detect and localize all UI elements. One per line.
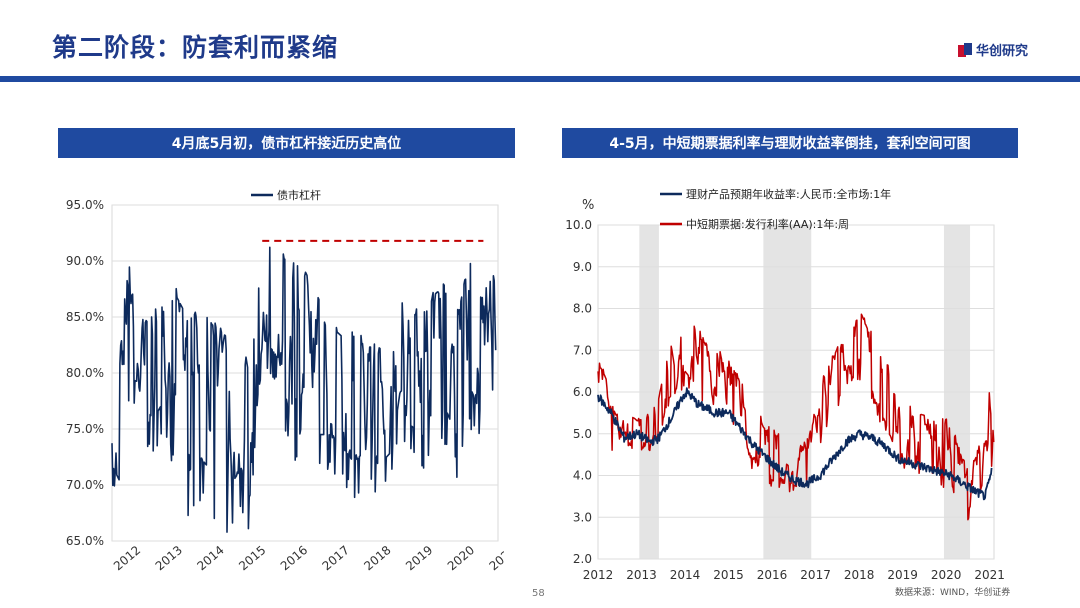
series-line-leverage — [111, 246, 497, 533]
x-tick-label: 2017 — [800, 568, 831, 582]
leverage-chart: 95.0% 90.0% 85.0% 80.0% 75.0% 70.0% 65.0% 2012 2… — [66, 188, 504, 573]
x-tick-label: 2012 — [111, 543, 143, 573]
left-chart-banner: 4月底5月初，债市杠杆接近历史高位 — [58, 128, 515, 158]
series-line-mtn-rate — [597, 313, 995, 521]
x-tick-label: 2015 — [236, 543, 268, 573]
x-tick-label: 2018 — [844, 568, 875, 582]
y-tick-label: 75.0% — [66, 422, 104, 436]
y-tick-label: 5.0 — [573, 427, 592, 441]
x-tick-label: 2012 — [583, 568, 614, 582]
x-tick-label: 2014 — [194, 543, 226, 573]
x-tick-label: 2014 — [670, 568, 701, 582]
y-tick-label: 8.0 — [573, 302, 592, 316]
y-tick-label: 4.0 — [573, 469, 592, 483]
source-note: 数据来源：WIND，华创证券 — [895, 588, 1011, 598]
rates-chart: 10.0 9.0 8.0 7.0 6.0 5.0 4.0 3.0 2.0% 2012 2013 201… — [565, 187, 1005, 582]
legend-label: 中短期票据:发行利率(AA):1年:周 — [686, 217, 849, 231]
x-tick-label: 2020 — [445, 543, 477, 573]
logo-mark-icon — [958, 42, 972, 57]
page-title: 第二阶段：防套利而紧缩 — [52, 33, 339, 62]
y-tick-label: 95.0% — [66, 198, 104, 212]
x-tick-label: 2020 — [931, 568, 962, 582]
y-tick-label: 90.0% — [66, 254, 104, 268]
x-tick-label: 2021 — [486, 543, 504, 573]
x-tick-label: 2013 — [153, 543, 185, 573]
y-tick-label: 10.0 — [565, 218, 592, 232]
header-rule — [0, 76, 1080, 82]
right-chart-banner: 4-5月，中短期票据利率与理财收益率倒挂，套利空间可图 — [562, 128, 1018, 158]
y-tick-label: 65.0% — [66, 534, 104, 548]
x-tick-label: 2021 — [974, 568, 1005, 582]
x-tick-label: 2019 — [403, 543, 435, 573]
legend-label: 债市杠杆 — [277, 188, 321, 202]
x-tick-label: 2016 — [278, 543, 310, 573]
x-tick-label: 2018 — [361, 543, 393, 573]
y-tick-label: 70.0% — [66, 478, 104, 492]
y-tick-label: 80.0% — [66, 366, 104, 380]
y-tick-label: 6.0 — [573, 385, 592, 399]
x-tick-label: 2013 — [626, 568, 657, 582]
x-tick-label: 2016 — [757, 568, 788, 582]
logo-text: 华创研究 — [976, 44, 1029, 59]
series-line-wmp-yield — [597, 387, 993, 501]
x-tick-label: 2015 — [713, 568, 744, 582]
y-tick-label: 9.0 — [573, 260, 592, 274]
y-unit-label: % — [582, 198, 594, 213]
y-tick-label: 2.0 — [573, 552, 592, 566]
brand-logo: 华创研究 — [958, 40, 1028, 59]
page-number: 58 — [532, 588, 545, 599]
y-tick-label: 3.0 — [573, 510, 592, 524]
legend-label: 理财产品预期年收益率:人民币:全市场:1年 — [686, 187, 891, 201]
y-tick-label: 85.0% — [66, 310, 104, 324]
x-tick-label: 2019 — [887, 568, 918, 582]
x-tick-label: 2017 — [320, 543, 352, 573]
y-tick-label: 7.0 — [573, 343, 592, 357]
